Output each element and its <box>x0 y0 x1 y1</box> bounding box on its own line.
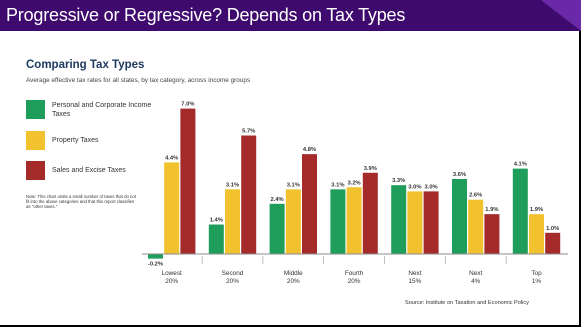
x-tick-label-1-1: 20% <box>226 278 239 285</box>
bar-0-1 <box>164 162 180 254</box>
data-label-5-0: 3.6% <box>453 172 466 178</box>
data-label-0-2: 7.0% <box>181 102 194 108</box>
data-label-3-2: 3.9% <box>364 166 377 172</box>
x-tick-label-5-1: 4% <box>471 278 481 285</box>
legend-swatch-income <box>26 100 45 119</box>
banner-title: Progressive or Regressive? Depends on Ta… <box>6 5 406 25</box>
bar-1-2 <box>241 135 257 254</box>
data-label-0-0: -0.2% <box>148 262 163 268</box>
bar-6-0 <box>512 168 528 254</box>
x-tick-label-4-0: Next <box>408 270 421 277</box>
chart-note: Note: This chart omits a small number of… <box>26 194 137 210</box>
data-label-4-2: 3.0% <box>424 184 437 190</box>
data-label-2-1: 3.1% <box>287 182 300 188</box>
bar-4-1 <box>407 191 423 254</box>
bar-3-1 <box>346 187 362 254</box>
chart-title: Comparing Tax Types <box>26 59 145 71</box>
data-label-3-1: 3.2% <box>347 180 360 186</box>
bar-5-0 <box>452 178 467 254</box>
data-label-2-2: 4.8% <box>303 147 316 153</box>
bar-3-2 <box>362 172 378 254</box>
x-tick-label-4-1: 15% <box>409 278 422 285</box>
data-label-2-0: 2.4% <box>270 197 283 203</box>
bar-4-0 <box>391 185 407 254</box>
bar-4-2 <box>423 191 439 254</box>
data-label-1-2: 5.7% <box>242 129 255 135</box>
data-label-5-2: 1.9% <box>485 207 498 213</box>
chart-subtitle: Average effective tax rates for all stat… <box>26 77 251 84</box>
x-tick-label-0-1: 20% <box>165 278 178 285</box>
data-label-6-1: 1.9% <box>530 207 543 213</box>
data-label-6-2: 1.0% <box>546 226 559 232</box>
title-banner: Progressive or Regressive? Depends on Ta… <box>0 0 581 31</box>
bar-5-1 <box>468 199 484 254</box>
bar-1-1 <box>225 189 240 254</box>
x-tick-label-6-1: 1% <box>532 278 542 285</box>
bar-0-0 <box>148 254 163 259</box>
data-label-3-0: 3.1% <box>331 182 344 188</box>
legend-label-property: Property Taxes <box>52 137 99 144</box>
data-label-0-1: 4.4% <box>165 155 178 161</box>
x-tick-label-0-0: Lowest <box>162 270 182 277</box>
chart-source: Source: Institute on Taxation and Econom… <box>405 300 529 306</box>
x-tick-label-2-1: 20% <box>287 278 300 285</box>
bar-3-0 <box>330 189 346 254</box>
legend-label-income: Personal and Corporate Income Taxes <box>52 102 152 118</box>
bar-2-0 <box>269 203 285 254</box>
data-label-5-1: 2.6% <box>469 193 482 199</box>
data-label-6-0: 4.1% <box>514 162 527 168</box>
data-label-4-1: 3.0% <box>408 184 421 190</box>
x-tick-label-5-0: Next <box>469 270 482 277</box>
x-tick-label-3-1: 20% <box>348 278 361 285</box>
x-tick-label-6-0: Top <box>531 270 542 277</box>
x-tick-label-3-0: Fourth <box>345 270 364 277</box>
bar-6-2 <box>545 232 561 254</box>
x-tick-label-1-0: Second <box>222 270 244 277</box>
bar-0-2 <box>180 108 196 254</box>
data-label-1-0: 1.4% <box>210 218 223 224</box>
bar-5-2 <box>484 214 500 254</box>
data-label-4-0: 3.3% <box>392 178 405 184</box>
x-tick-label-2-0: Middle <box>284 270 303 277</box>
data-label-1-1: 3.1% <box>226 182 239 188</box>
bar-1-0 <box>208 224 224 254</box>
legend-swatch-sales <box>26 161 45 180</box>
bar-2-1 <box>285 189 301 254</box>
bar-2-2 <box>302 154 317 254</box>
legend-swatch-property <box>26 131 45 150</box>
legend-label-sales: Sales and Excise Taxes <box>52 167 126 174</box>
bar-6-1 <box>529 214 544 254</box>
